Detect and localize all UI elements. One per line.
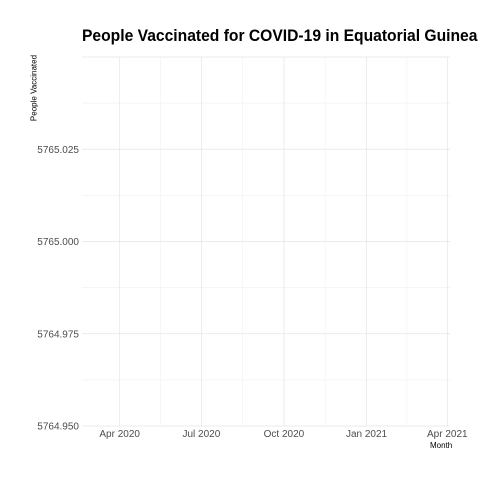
y-tick-label: 5765.000 <box>37 237 79 248</box>
x-tick-label: Jul 2020 <box>182 429 220 440</box>
y-tick-label: 5765.025 <box>37 145 79 156</box>
y-tick-label: 5764.975 <box>37 329 79 340</box>
x-tick-label: Jan 2021 <box>346 429 388 440</box>
y-tick-label: 5764.950 <box>37 422 79 433</box>
x-tick-label: Apr 2020 <box>99 429 140 440</box>
x-axis-label: Month <box>430 441 453 450</box>
x-tick-label: Oct 2020 <box>264 429 305 440</box>
x-tick-label: Apr 2021 <box>427 429 468 440</box>
chart-title: People Vaccinated for COVID-19 in Equato… <box>82 26 478 45</box>
